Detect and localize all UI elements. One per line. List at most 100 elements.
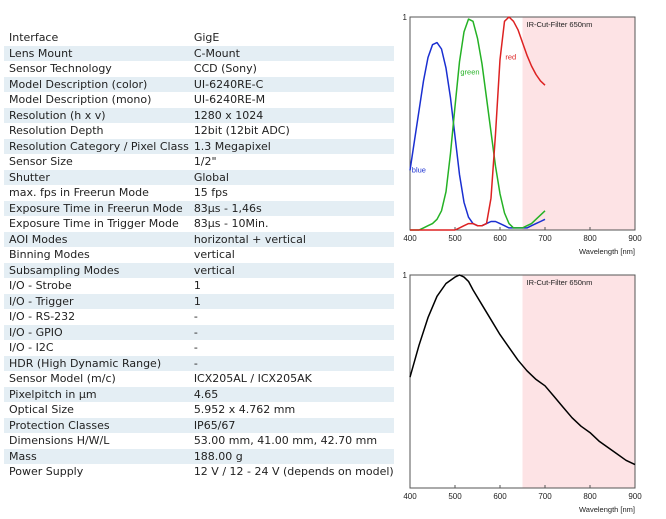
ir-cut-filter-label: IR-Cut-Filter 650nm	[527, 20, 593, 29]
table-row: Interface GigE	[4, 30, 394, 46]
x-axis-label: Wavelength [nm]	[579, 247, 635, 256]
table-row: Exposure Time in Trigger Mode 83µs - 10Mi…	[4, 216, 394, 232]
spec-label: I/O - Strobe	[4, 278, 189, 294]
spec-label: Resolution Depth	[4, 123, 189, 139]
spec-label: max. fps in Freerun Mode	[4, 185, 189, 201]
spec-label: Pixelpitch in µm	[4, 386, 189, 402]
spec-value: ICX205AL / ICX205AK	[188, 371, 394, 387]
ir-cut-filter-region	[522, 17, 635, 230]
spec-value: 53.00 mm, 41.00 mm, 42.70 mm	[188, 433, 394, 449]
x-tick-label: 500	[448, 492, 462, 501]
table-row: AOI Modes horizontal + vertical	[4, 231, 394, 247]
table-row: Dimensions H/W/L 53.00 mm, 41.00 mm, 42.7…	[4, 433, 394, 449]
spec-label: Sensor Technology	[4, 61, 189, 77]
spec-label: Resolution Category / Pixel Class	[4, 138, 189, 154]
spec-value: GigE	[188, 30, 394, 46]
table-row: Lens Mount C-Mount	[4, 45, 394, 61]
ir-cut-filter-label: IR-Cut-Filter 650nm	[527, 278, 593, 287]
table-row: Optical Size 5.952 x 4.762 mm	[4, 402, 394, 418]
spectral-response-color-chart: IR-Cut-Filter 650nm 400 500 600 700 800 900 1 Wa…	[398, 8, 656, 258]
table-row: I/O - RS-232-	[4, 309, 394, 325]
spec-label: Model Description (mono)	[4, 92, 189, 108]
spectral-response-mono-chart: IR-Cut-Filter 650nm 400 500 600 700 800 900 1 Wa…	[398, 266, 656, 518]
x-tick-label: 900	[628, 234, 642, 243]
spec-label: HDR (High Dynamic Range)	[4, 355, 189, 371]
series-label-blue: blue	[412, 165, 426, 174]
table-row: Shutter Global	[4, 169, 394, 185]
spec-value: 1.3 Megapixel	[188, 138, 394, 154]
spec-value: vertical	[188, 247, 394, 263]
x-tick-label: 400	[403, 492, 417, 501]
spec-value: 5.952 x 4.762 mm	[188, 402, 394, 418]
y-tick-label: 1	[403, 271, 408, 280]
spec-value: 83µs - 1,46s	[188, 200, 394, 216]
spec-value: 188.00 g	[188, 448, 394, 464]
table-row: Power Supply 12 V / 12 - 24 V (depends on…	[4, 464, 394, 480]
spec-value: Global	[188, 169, 394, 185]
spec-value: 1280 x 1024	[188, 107, 394, 123]
spec-value: 1/2"	[188, 154, 394, 170]
table-row: Sensor Size 1/2"	[4, 154, 394, 170]
table-row: Exposure Time in Freerun Mode 83µs - 1,46…	[4, 200, 394, 216]
plot-frame	[409, 16, 636, 231]
table-row: Sensor Technology CCD (Sony)	[4, 61, 394, 77]
x-tick-label: 600	[493, 492, 507, 501]
spec-value: 83µs - 10Min.	[188, 216, 394, 232]
table-row: I/O - Strobe 1	[4, 278, 394, 294]
table-row: Model Description (color) UI-6240RE-C	[4, 76, 394, 92]
table-row: I/O - I2C -	[4, 340, 394, 356]
spec-value: horizontal + vertical	[188, 231, 394, 247]
x-tick-label: 500	[448, 234, 462, 243]
series-line-mono	[409, 274, 636, 466]
table-row: Subsampling Modes vertical	[4, 262, 394, 278]
y-tick-label: 1	[403, 13, 408, 22]
spec-label: Subsampling Modes	[4, 262, 189, 278]
spec-label: Dimensions H/W/L	[4, 433, 189, 449]
spec-label: AOI Modes	[4, 231, 189, 247]
spec-label: Sensor Size	[4, 154, 189, 170]
spec-label: Exposure Time in Freerun Mode	[4, 200, 189, 216]
x-tick-label: 800	[583, 492, 597, 501]
spec-value: UI-6240RE-M	[188, 92, 394, 108]
table-row: Resolution Depth 12bit (12bit ADC)	[4, 123, 394, 139]
spec-label: Resolution (h x v)	[4, 107, 189, 123]
table-row: Mass 188.00 g	[4, 448, 394, 464]
x-tick-label: 700	[538, 234, 552, 243]
spec-label: I/O - I2C	[4, 340, 189, 356]
spec-label: I/O - RS-232	[4, 309, 189, 325]
table-row: Protection Classes IP65/67	[4, 417, 394, 433]
spec-value: 1	[188, 293, 394, 309]
spec-value: IP65/67	[188, 417, 394, 433]
spec-value: -	[188, 309, 394, 325]
spec-label: Model Description (color)	[4, 76, 189, 92]
x-tick-label: 900	[628, 492, 642, 501]
spec-value: UI-6240RE-C	[188, 76, 394, 92]
spec-value: 1	[188, 278, 394, 294]
table-row: Binning Modes vertical	[4, 247, 394, 263]
series-line-red	[410, 16, 546, 231]
spec-label: Interface	[4, 30, 189, 46]
x-tick-label: 700	[538, 492, 552, 501]
table-row: Resolution (h x v) 1280 x 1024	[4, 107, 394, 123]
series-line-green	[410, 18, 546, 231]
spec-value: 4.65	[188, 386, 394, 402]
spec-value: 12 V / 12 - 24 V (depends on model)	[188, 464, 394, 480]
plot-frame	[409, 274, 636, 489]
spec-value: -	[188, 340, 394, 356]
table-row: max. fps in Freerun Mode 15 fps	[4, 185, 394, 201]
series-label-red: red	[505, 53, 516, 62]
spec-label: I/O - GPIO	[4, 324, 189, 340]
spec-label: Exposure Time in Trigger Mode	[4, 216, 189, 232]
x-tick-label: 600	[493, 234, 507, 243]
spec-label: I/O - Trigger	[4, 293, 189, 309]
spec-label: Optical Size	[4, 402, 189, 418]
spec-value: C-Mount	[188, 45, 394, 61]
spec-value: 15 fps	[188, 185, 394, 201]
spec-value: -	[188, 355, 394, 371]
spec-label: Power Supply	[4, 464, 189, 480]
table-row: Model Description (mono) UI-6240RE-M	[4, 92, 394, 108]
series-label-green: green	[460, 68, 479, 77]
spec-label: Binning Modes	[4, 247, 189, 263]
spec-table: Interface GigE Lens Mount C-Mount Sensor Tec…	[4, 30, 394, 480]
spec-value: -	[188, 324, 394, 340]
